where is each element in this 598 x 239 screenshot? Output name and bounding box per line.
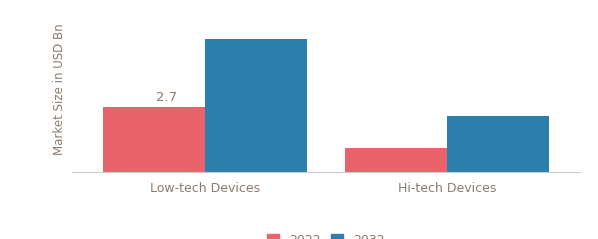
Bar xyxy=(345,148,447,172)
Legend: 2022, 2032: 2022, 2032 xyxy=(262,228,390,239)
Text: 2.7: 2.7 xyxy=(155,91,177,104)
Y-axis label: Market Size in USD Bn: Market Size in USD Bn xyxy=(53,24,66,155)
Bar xyxy=(447,116,548,172)
Bar xyxy=(205,39,307,172)
Bar xyxy=(103,107,205,172)
